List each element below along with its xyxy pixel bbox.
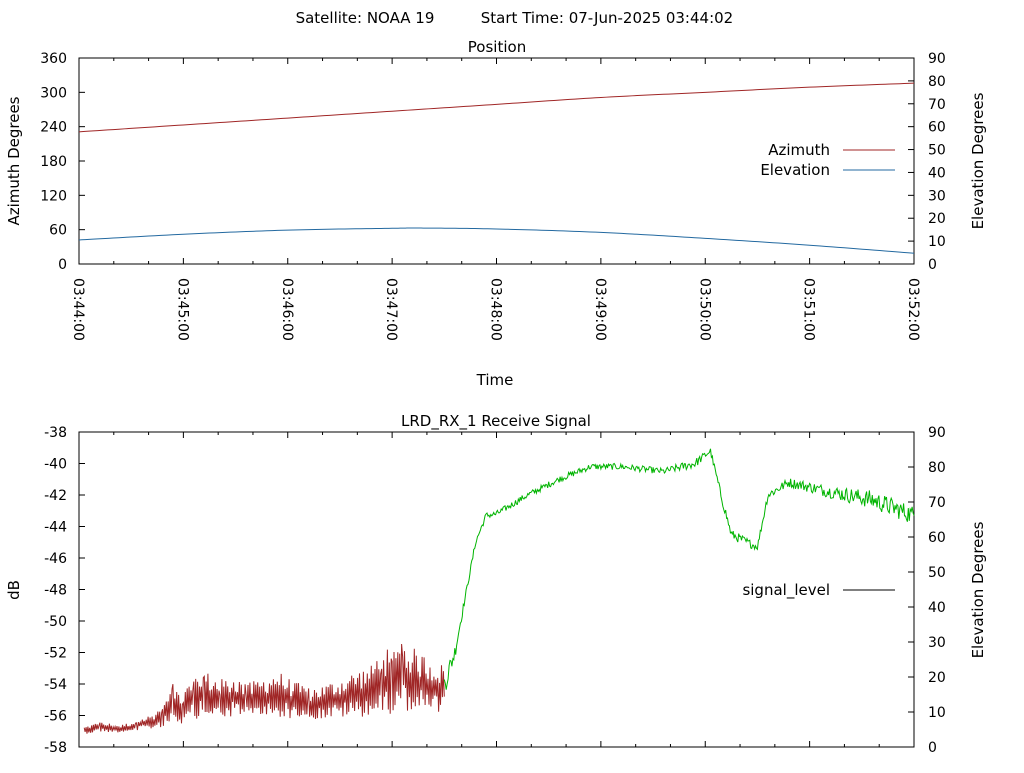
signal-y2-tick-label: 30 — [928, 635, 946, 651]
position-x-tick-label: 03:50:00 — [696, 278, 712, 341]
position-y2-tick-label: 20 — [928, 211, 946, 227]
position-x-tick-label: 03:45:00 — [174, 278, 190, 341]
position-y-tick-label: 120 — [40, 188, 67, 204]
position-chart: Position Time Azimuth Degrees Elevation … — [5, 38, 987, 389]
position-x-tick-label: 03:49:00 — [592, 278, 608, 341]
position-y2-tick-label: 50 — [928, 143, 946, 159]
signal-y2-tick-label: 40 — [928, 600, 946, 616]
signal-y2-tick-label: 70 — [928, 495, 946, 511]
signal-y-tick-label: -56 — [44, 709, 67, 725]
signal-ylabel: dB — [5, 580, 23, 600]
signal-y2-tick-label: 60 — [928, 530, 946, 546]
signal-y2-tick-label: 10 — [928, 705, 946, 721]
signal-y-tick-label: -42 — [44, 488, 67, 504]
position-xlabel: Time — [476, 371, 514, 389]
position-series — [78, 82, 915, 254]
position-ylabel: Azimuth Degrees — [5, 96, 23, 225]
position-y2label: Elevation Degrees — [969, 92, 987, 229]
position-x-tick-label: 03:52:00 — [905, 278, 921, 341]
position-y2-tick-label: 80 — [928, 74, 946, 90]
position-y2-tick-label: 40 — [928, 165, 946, 181]
position-y2-tick-label: 90 — [928, 51, 946, 67]
position-y-tick-label: 240 — [40, 120, 67, 136]
position-y-tick-label: 0 — [58, 257, 67, 273]
header-satellite: Satellite: NOAA 19 — [296, 9, 435, 27]
signal-y2label: Elevation Degrees — [969, 521, 987, 658]
signal-chart: LRD_RX_1 Receive Signal dB Elevation Deg… — [5, 412, 987, 756]
signal-y2-tick-label: 90 — [928, 425, 946, 441]
position-x-tick-label: 03:51:00 — [801, 278, 817, 341]
signal-level-segment-low — [83, 643, 445, 734]
azimuth-series-line — [78, 82, 915, 133]
elevation-series-line — [78, 227, 915, 254]
signal-y-tick-label: -38 — [44, 425, 67, 441]
position-y2-tick-label: 60 — [928, 120, 946, 136]
signal-y-tick-label: -46 — [44, 551, 67, 567]
signal-y2-tick-label: 80 — [928, 460, 946, 476]
position-y2-tick-label: 0 — [928, 257, 937, 273]
position-y-tick-label: 180 — [40, 154, 67, 170]
legend-label-azimuth: Azimuth — [768, 141, 830, 159]
legend-label-signal-level: signal_level — [742, 581, 830, 600]
position-y2-tick-label: 70 — [928, 97, 946, 113]
position-axes: 0 60 120 180 240 300 360 0 10 20 30 40 50 60 70 80 90 03:… — [40, 51, 946, 341]
position-legend: Azimuth Elevation — [760, 141, 895, 179]
position-x-tick-label: 03:44:00 — [70, 278, 86, 341]
signal-y-tick-label: -40 — [44, 457, 67, 473]
position-x-tick-label: 03:46:00 — [279, 278, 295, 341]
position-title: Position — [468, 38, 526, 56]
signal-y2-tick-label: 50 — [928, 565, 946, 581]
signal-y-tick-label: -52 — [44, 646, 67, 662]
signal-y-tick-label: -44 — [44, 520, 67, 536]
position-y-tick-label: 360 — [40, 51, 67, 67]
position-x-tick-label: 03:48:00 — [488, 278, 504, 341]
position-y-tick-label: 300 — [40, 85, 67, 101]
position-y-tick-label: 60 — [49, 223, 67, 239]
position-y2-tick-label: 30 — [928, 188, 946, 204]
header-start-time: Start Time: 07-Jun-2025 03:44:02 — [481, 9, 733, 27]
legend-label-elevation: Elevation — [760, 161, 830, 179]
position-x-tick-label: 03:47:00 — [383, 278, 399, 341]
signal-axes: -58 -56 -54 -52 -50 -48 -46 -44 -42 -40 -38 0 10 20 30… — [44, 425, 946, 756]
signal-y-tick-label: -58 — [44, 740, 67, 756]
signal-y-tick-label: -54 — [44, 677, 67, 693]
signal-y-tick-label: -50 — [44, 614, 67, 630]
position-y2-tick-label: 10 — [928, 234, 946, 250]
signal-level-segment-high — [443, 448, 915, 690]
signal-title: LRD_RX_1 Receive Signal — [401, 412, 591, 431]
signal-legend: signal_level — [742, 581, 895, 600]
signal-series — [83, 448, 915, 734]
signal-y-tick-label: -48 — [44, 583, 67, 599]
signal-y2-tick-label: 0 — [928, 740, 937, 756]
signal-y2-tick-label: 20 — [928, 670, 946, 686]
